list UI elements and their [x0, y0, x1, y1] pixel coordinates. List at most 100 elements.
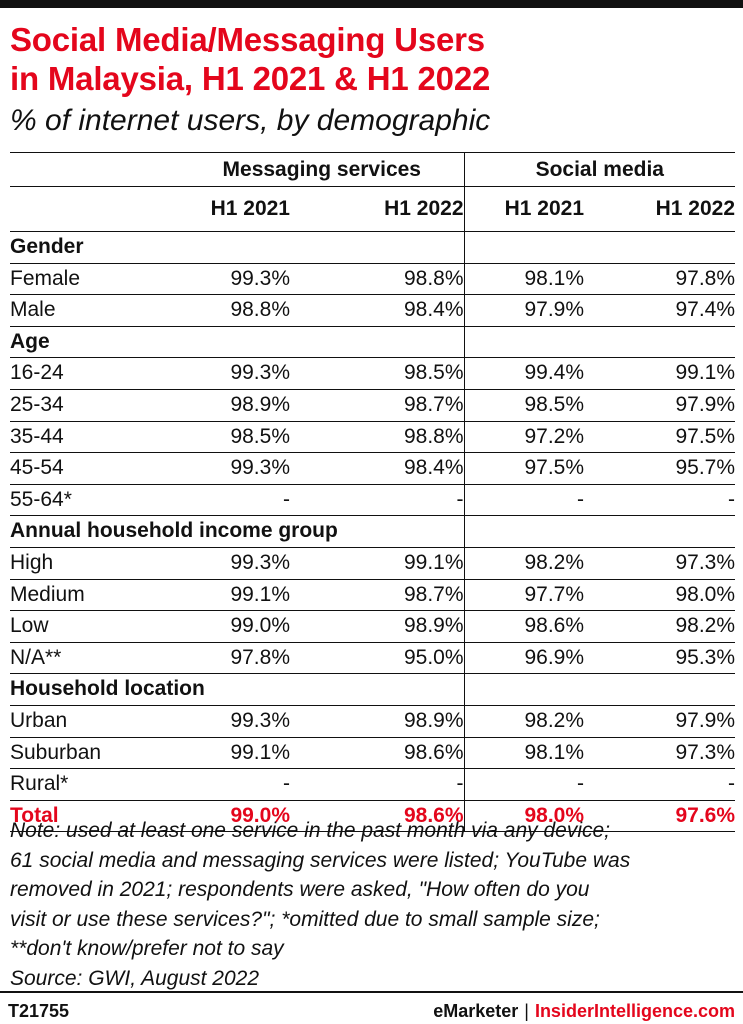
cell-value: 97.3% — [675, 740, 736, 764]
row-label: Urban — [10, 708, 68, 732]
cell-value: 99.3% — [230, 456, 290, 480]
title-line-1: Social Media/Messaging Users — [10, 21, 485, 58]
row-label: Medium — [10, 582, 85, 606]
cell-value — [464, 674, 584, 706]
group-header-row: Messaging services Social media — [10, 152, 736, 187]
cell-value: 99.3% — [230, 708, 290, 732]
cell-value — [464, 516, 584, 548]
cell-value: 98.0% — [675, 582, 736, 606]
section-label: Age — [10, 329, 50, 353]
row-label: 45-54 — [10, 456, 64, 480]
table-row: Rural* - - - - — [10, 768, 736, 801]
table-row: 55-64* - - - - — [10, 484, 736, 516]
row-label: Low — [10, 614, 49, 638]
cell-value: 99.1% — [230, 740, 290, 764]
cell-value: 97.9% — [524, 298, 585, 322]
cell-value: 98.1% — [524, 740, 585, 764]
cell-value — [584, 516, 735, 548]
cell-value: 98.6% — [290, 737, 465, 769]
cell-value: 98.2% — [524, 708, 585, 732]
cell-value: 99.1% — [290, 547, 465, 580]
cell-value — [290, 231, 465, 264]
section-label: Gender — [10, 235, 84, 258]
row-label: 55-64* — [10, 487, 72, 511]
table-row: N/A** 97.8% 95.0% 96.9% 95.3% — [10, 642, 736, 674]
chart-subtitle: % of internet users, by demographic — [10, 104, 491, 137]
cell-value: - — [290, 768, 465, 801]
cell-value: 98.9% — [290, 705, 465, 737]
row-label: Suburban — [10, 740, 102, 764]
row-label: Female — [10, 266, 81, 290]
row-label: High — [10, 550, 54, 574]
brand-insider-intelligence: InsiderIntelligence.com — [534, 1001, 735, 1021]
cell-value: 97.3% — [675, 550, 736, 574]
cell-value: 99.4% — [524, 361, 585, 385]
cell-value: - — [577, 487, 585, 511]
table-body: Gender Female 99.3% 98.8% 98.1% 97.8% Male 98.8… — [10, 231, 736, 832]
cell-value: 98.2% — [524, 550, 585, 574]
note-line: **don't know/prefer not to say — [10, 937, 284, 960]
cell-value: 97.6% — [675, 803, 736, 827]
section-header-row: Annual household income group — [10, 515, 736, 548]
row-label: Rural* — [10, 772, 69, 796]
header-blank — [10, 153, 180, 187]
cell-value: 98.4% — [290, 294, 465, 327]
table-row: Male 98.8% 98.4% 97.9% 97.4% — [10, 294, 736, 327]
cell-value — [180, 232, 290, 264]
cell-value — [290, 326, 465, 358]
table-row: 25-34 98.9% 98.7% 98.5% 97.9% — [10, 389, 736, 422]
cell-value: - — [728, 772, 736, 796]
footer-brand: eMarketer | InsiderIntelligence.com — [433, 1000, 735, 1022]
cell-value: 99.1% — [675, 361, 736, 385]
table-row: Female 99.3% 98.8% 98.1% 97.8% — [10, 263, 736, 295]
brand-separator: | — [524, 1001, 529, 1021]
group-header-messaging: Messaging services — [180, 152, 465, 187]
cell-value: 97.4% — [675, 298, 736, 322]
table-row: Urban 99.3% 98.9% 98.2% 97.9% — [10, 705, 736, 737]
cell-value — [584, 326, 735, 358]
row-label: 16-24 — [10, 361, 64, 385]
row-label: 25-34 — [10, 392, 64, 416]
cell-value: 96.9% — [524, 645, 585, 669]
note-line: removed in 2021; respondents were asked,… — [10, 878, 590, 901]
cell-value: 98.7% — [290, 389, 465, 422]
top-bar — [0, 0, 743, 8]
cell-value: 98.5% — [230, 424, 290, 448]
cell-value: 97.8% — [675, 266, 736, 290]
row-label: N/A** — [10, 645, 62, 669]
note-line: 61 social media and messaging services w… — [10, 848, 631, 872]
cell-value: - — [577, 772, 585, 796]
cell-value: 98.8% — [290, 421, 465, 453]
section-label: Annual household income group — [10, 519, 338, 543]
table-row: 45-54 99.3% 98.4% 97.5% 95.7% — [10, 452, 736, 485]
cell-value: 98.6% — [290, 800, 465, 832]
row-label: Male — [10, 298, 56, 322]
cell-value: 99.0% — [230, 614, 290, 638]
cell-value: 98.0% — [524, 803, 585, 827]
cell-value: 99.1% — [230, 582, 290, 606]
table-row: 35-44 98.5% 98.8% 97.2% 97.5% — [10, 421, 736, 453]
cell-value: 98.6% — [524, 614, 585, 638]
section-label: Household location — [10, 677, 205, 701]
cell-value: 98.5% — [524, 392, 585, 416]
footer-divider — [0, 991, 743, 993]
notes: Note: used at least one service in the p… — [10, 816, 735, 993]
total-row: Total 99.0% 98.6% 98.0% 97.6% — [10, 800, 736, 832]
cell-value: 98.1% — [524, 266, 585, 290]
cell-value: 95.3% — [675, 645, 736, 669]
row-label: 35-44 — [10, 424, 64, 448]
cell-value: 97.8% — [230, 645, 290, 669]
cell-value: 98.9% — [230, 392, 290, 416]
table-row: High 99.3% 99.1% 98.2% 97.3% — [10, 547, 736, 580]
cell-value: 97.5% — [675, 424, 736, 448]
period-header: H1 2022 — [655, 197, 736, 220]
cell-value: 98.8% — [230, 298, 290, 322]
source-line: Source: GWI, August 2022 — [10, 966, 260, 990]
cell-value: 97.9% — [675, 392, 736, 416]
period-header: H1 2022 — [290, 186, 465, 232]
title-line-2: in Malaysia, H1 2021 & H1 2022 — [10, 60, 491, 97]
table-row: 16-24 99.3% 98.5% 99.4% 99.1% — [10, 357, 736, 390]
section-header-row: Gender — [10, 231, 736, 264]
cell-value: 98.9% — [290, 610, 465, 643]
cell-value: - — [283, 772, 290, 796]
